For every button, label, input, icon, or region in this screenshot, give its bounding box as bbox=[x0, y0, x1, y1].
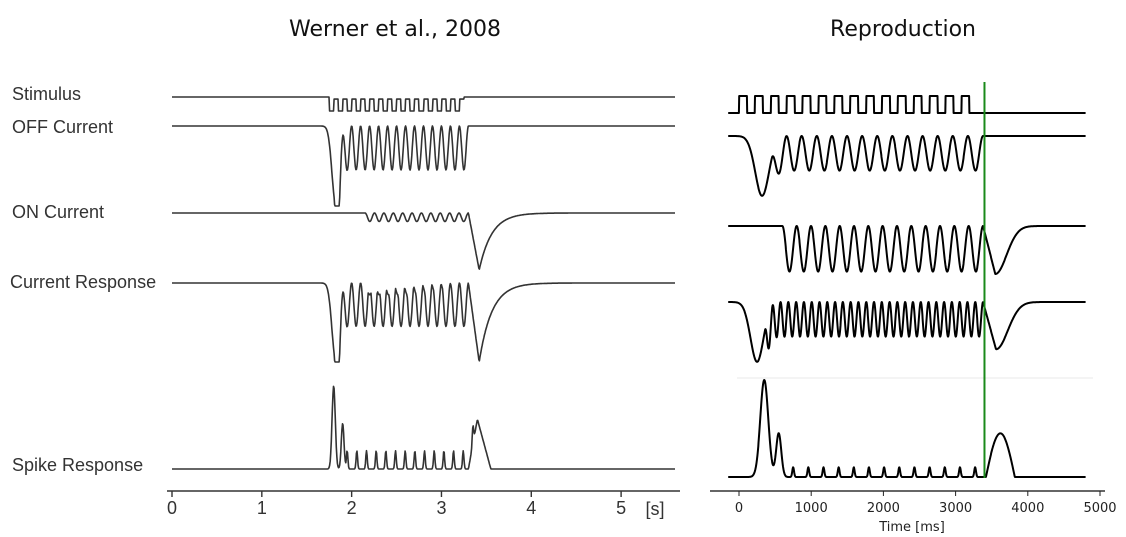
left-trace-off-current bbox=[171, 125, 676, 207]
right-x-tick-label: 5000 bbox=[1083, 501, 1116, 516]
label-current-response: Current Response bbox=[10, 272, 156, 292]
left-x-tick-label: 5 bbox=[616, 498, 626, 518]
left-x-tick-label: 1 bbox=[257, 498, 267, 518]
left-trace-spike-response bbox=[171, 385, 676, 470]
left-x-tick-label: 4 bbox=[526, 498, 536, 518]
left-x-tick-label: 3 bbox=[436, 498, 446, 518]
right-x-tick-label: 2000 bbox=[867, 501, 900, 516]
right-panel-title: Reproduction bbox=[830, 17, 976, 42]
label-spike-response: Spike Response bbox=[12, 455, 143, 475]
left-panel-title: Werner et al., 2008 bbox=[289, 17, 501, 42]
left-x-tick-label: 2 bbox=[347, 498, 357, 518]
label-stimulus: Stimulus bbox=[12, 84, 81, 104]
right-x-tick-label: 3000 bbox=[939, 501, 972, 516]
right-x-ticks: 0 1000 2000 3000 4000 5000 bbox=[735, 491, 1117, 516]
right-x-tick-label: 0 bbox=[735, 501, 743, 516]
right-trace-stimulus bbox=[727, 95, 1087, 114]
left-trace-on-current bbox=[171, 212, 676, 270]
left-x-tick-label: 0 bbox=[167, 498, 177, 518]
right-x-tick-label: 1000 bbox=[795, 501, 828, 516]
left-x-unit: [s] bbox=[645, 499, 664, 519]
right-trace-on-current bbox=[727, 225, 1087, 275]
label-on-current: ON Current bbox=[12, 202, 104, 222]
right-x-axis-label: Time [ms] bbox=[878, 520, 945, 535]
right-trace-spike-response bbox=[727, 379, 1087, 478]
label-off-current: OFF Current bbox=[12, 117, 113, 137]
left-x-ticks: 0 1 2 3 4 5 bbox=[167, 491, 626, 518]
left-trace-current-response bbox=[171, 282, 676, 363]
right-x-tick-label: 4000 bbox=[1011, 501, 1044, 516]
right-trace-off-current bbox=[727, 135, 1087, 197]
left-trace-stimulus bbox=[171, 96, 676, 112]
right-trace-current-response bbox=[727, 301, 1087, 363]
